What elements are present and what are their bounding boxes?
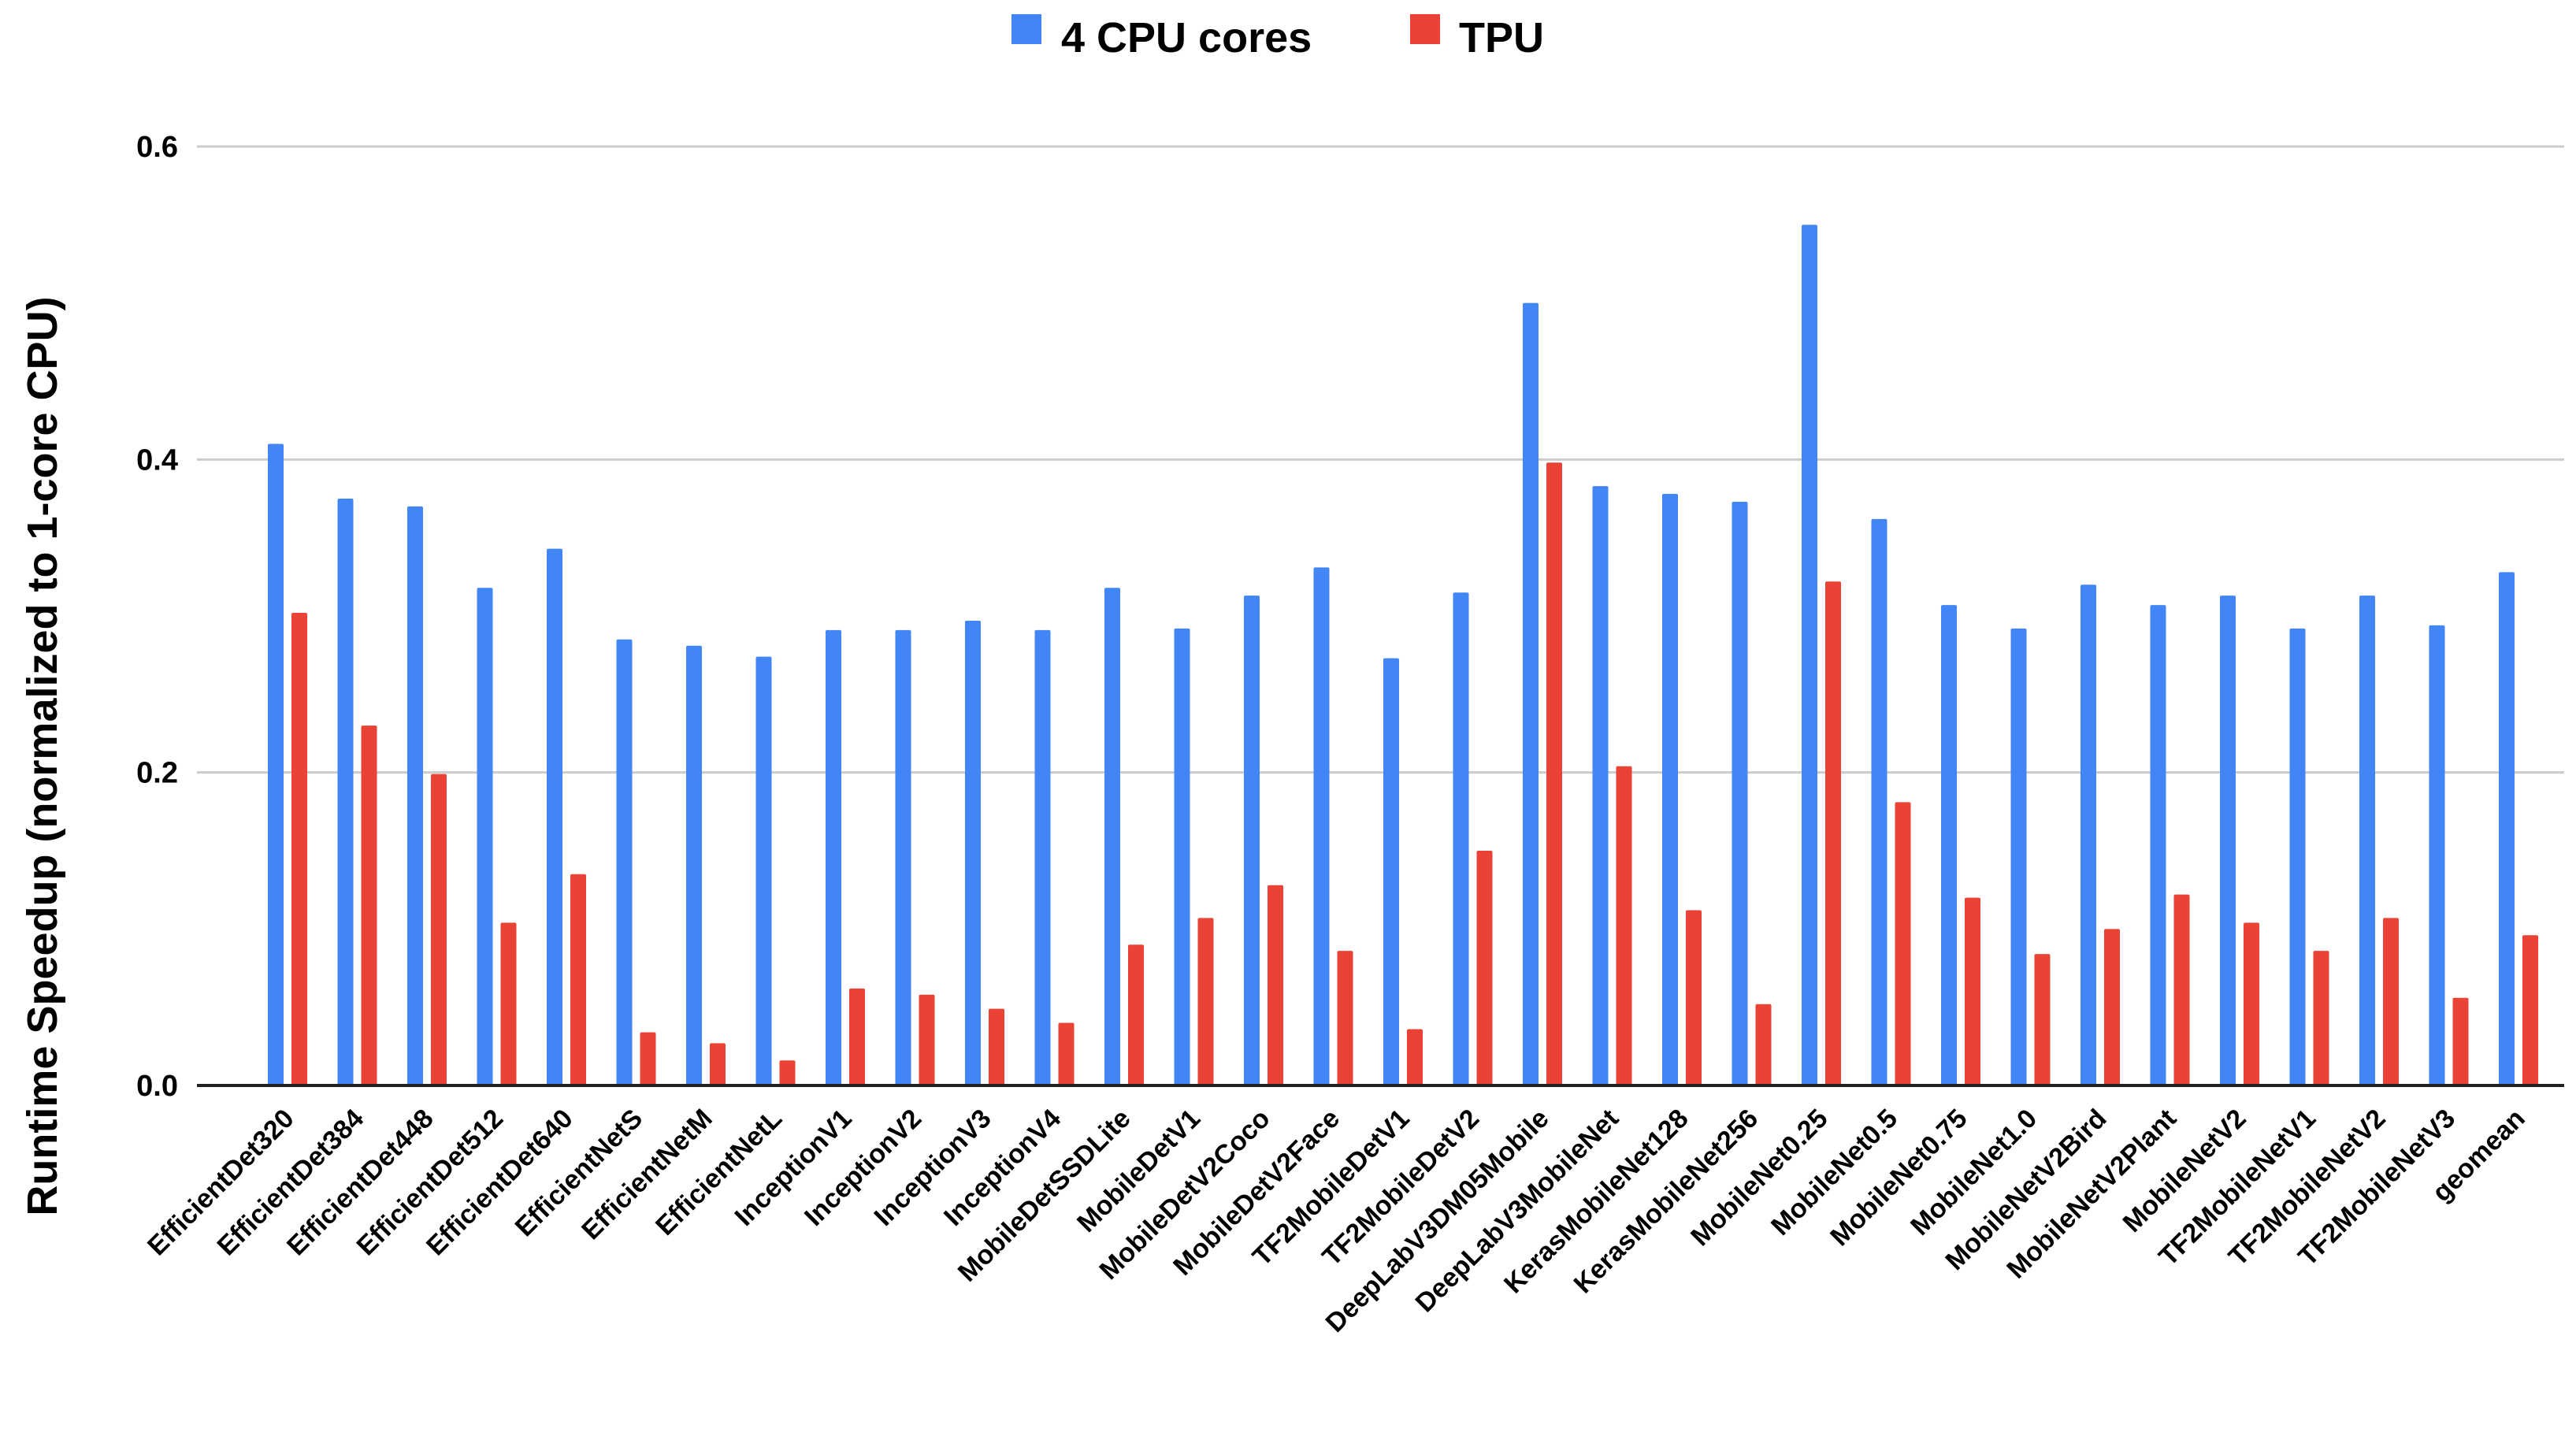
bar-cpu — [826, 629, 841, 1085]
bar-tpu — [1337, 951, 1353, 1085]
bar-tpu — [500, 922, 517, 1085]
bar-tpu — [2244, 922, 2259, 1085]
bar-tpu — [361, 725, 377, 1085]
bar-cpu — [1104, 588, 1120, 1085]
bar-tpu — [919, 994, 935, 1085]
bar-cpu — [1244, 596, 1260, 1085]
bar-cpu — [1662, 494, 1678, 1085]
y-axis-label: Runtime Speedup (normalized to 1-core CP… — [19, 296, 66, 1215]
legend: 4 CPU cores TPU — [1011, 14, 1544, 61]
bar-cpu — [2220, 596, 2236, 1085]
x-tick-labels: EfficientDet320EfficientDet384EfficientD… — [142, 1104, 2531, 1338]
bar-tpu — [779, 1060, 796, 1085]
bar-cpu — [407, 506, 423, 1085]
bar-tpu — [1546, 462, 1562, 1085]
bar-cpu — [1941, 605, 1957, 1085]
bar-tpu — [1755, 1004, 1772, 1085]
bar-cpu — [547, 548, 562, 1085]
bar-tpu — [2313, 951, 2329, 1085]
bar-tpu — [640, 1032, 656, 1085]
bar-cpu — [1034, 629, 1051, 1085]
bar-tpu — [710, 1043, 726, 1085]
bar-cpu — [1523, 302, 1539, 1086]
bar-cpu — [2499, 572, 2515, 1085]
bar-tpu — [2383, 918, 2399, 1085]
bar-tpu — [849, 988, 865, 1085]
bar-cpu — [686, 645, 702, 1085]
bar-tpu — [2104, 929, 2120, 1085]
bar-tpu — [2173, 894, 2190, 1085]
bar-tpu — [1825, 581, 1841, 1085]
bar-cpu — [337, 499, 354, 1085]
y-tick-labels: 0.0 0.2 0.4 0.6 — [136, 131, 178, 1103]
bar-tpu — [1058, 1022, 1075, 1085]
bar-tpu — [2034, 954, 2051, 1085]
bar-cpu — [616, 639, 633, 1085]
bar-tpu — [1128, 944, 1144, 1085]
bar-cpu — [1871, 518, 1887, 1085]
bar-cpu — [2080, 584, 2096, 1085]
bar-tpu — [1895, 802, 1911, 1085]
bar-cpu — [2010, 628, 2027, 1085]
y-tick-label: 0.4 — [136, 443, 178, 477]
legend-swatch-cpu — [1011, 14, 1041, 44]
bar-cpu — [1732, 501, 1748, 1085]
bar-cpu — [2429, 625, 2445, 1085]
bar-cpu — [2289, 628, 2306, 1085]
bar-cpu — [2359, 596, 2375, 1085]
gridlines — [197, 145, 2564, 774]
bar-cpu — [268, 443, 284, 1085]
bar-tpu — [2522, 935, 2538, 1085]
y-tick-label: 0.2 — [136, 757, 178, 790]
bar-tpu — [1197, 918, 1214, 1085]
bar-cpu — [895, 629, 911, 1085]
bar-cpu — [965, 620, 981, 1085]
bar-cpu — [1802, 224, 1817, 1085]
legend-label-tpu: TPU — [1459, 14, 1544, 61]
bar-cpu — [1174, 628, 1190, 1085]
x-tick-label: MobileNetV2 — [2118, 1104, 2252, 1238]
x-tick-label: MobileDetV1 — [1071, 1104, 1206, 1238]
bar-cpu — [755, 656, 772, 1085]
bar-tpu — [2452, 997, 2469, 1085]
bar-tpu — [1268, 885, 1283, 1085]
bar-tpu — [1686, 910, 1702, 1085]
bar-cpu — [2150, 605, 2166, 1085]
bar-tpu — [291, 613, 307, 1085]
bar-tpu — [989, 1008, 1004, 1085]
bar-tpu — [431, 774, 447, 1085]
bar-cpu — [477, 588, 493, 1085]
bar-tpu — [1407, 1029, 1423, 1085]
bar-cpu — [1313, 567, 1330, 1085]
bar-tpu — [1616, 766, 1632, 1085]
legend-swatch-tpu — [1410, 14, 1440, 44]
bars — [268, 224, 2538, 1086]
bar-tpu — [570, 874, 586, 1085]
y-tick-label: 0.0 — [136, 1070, 178, 1103]
bar-cpu — [1383, 658, 1399, 1085]
y-tick-label: 0.6 — [136, 131, 178, 164]
bar-cpu — [1592, 486, 1609, 1085]
legend-label-cpu: 4 CPU cores — [1061, 14, 1312, 61]
bar-cpu — [1453, 592, 1469, 1085]
bar-tpu — [1965, 897, 1980, 1085]
bar-tpu — [1476, 851, 1493, 1085]
